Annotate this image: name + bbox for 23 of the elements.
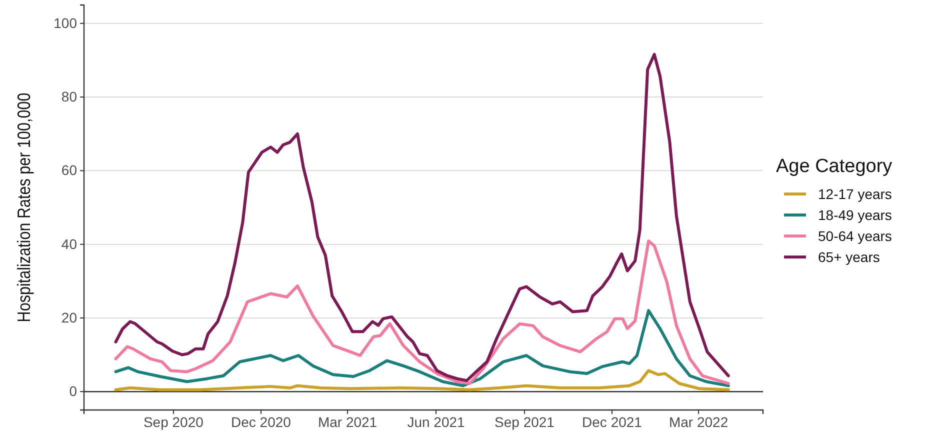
y-tick-label: 60 bbox=[61, 162, 78, 178]
legend-label: 50-64 years bbox=[818, 228, 892, 244]
legend-label: 12-17 years bbox=[818, 186, 892, 202]
x-tick-label: Mar 2022 bbox=[668, 414, 728, 430]
line-series bbox=[114, 369, 730, 392]
line-series bbox=[114, 52, 730, 382]
legend-title: Age Category bbox=[776, 156, 893, 177]
y-tick-label: 80 bbox=[61, 88, 78, 105]
x-tick-label: Sep 2020 bbox=[143, 414, 204, 430]
line-series bbox=[114, 309, 730, 388]
x-tick-label: Jun 2021 bbox=[407, 414, 466, 430]
legend-label: 65+ years bbox=[818, 249, 880, 265]
x-tick-label: Dec 2020 bbox=[230, 414, 292, 430]
y-axis-title: Hospitalization Rates per 100,000 bbox=[14, 92, 34, 322]
x-tick-label: Dec 2021 bbox=[582, 414, 642, 430]
line-series bbox=[114, 240, 730, 385]
x-tick-label: Mar 2021 bbox=[318, 414, 378, 430]
y-tick-label: 0 bbox=[69, 383, 78, 400]
y-tick-label: 100 bbox=[54, 14, 78, 31]
y-tick-label: 20 bbox=[61, 309, 78, 326]
legend-label: 18-49 years bbox=[818, 207, 892, 223]
y-tick-label: 40 bbox=[61, 236, 78, 252]
x-tick-label: Sep 2021 bbox=[494, 414, 555, 430]
